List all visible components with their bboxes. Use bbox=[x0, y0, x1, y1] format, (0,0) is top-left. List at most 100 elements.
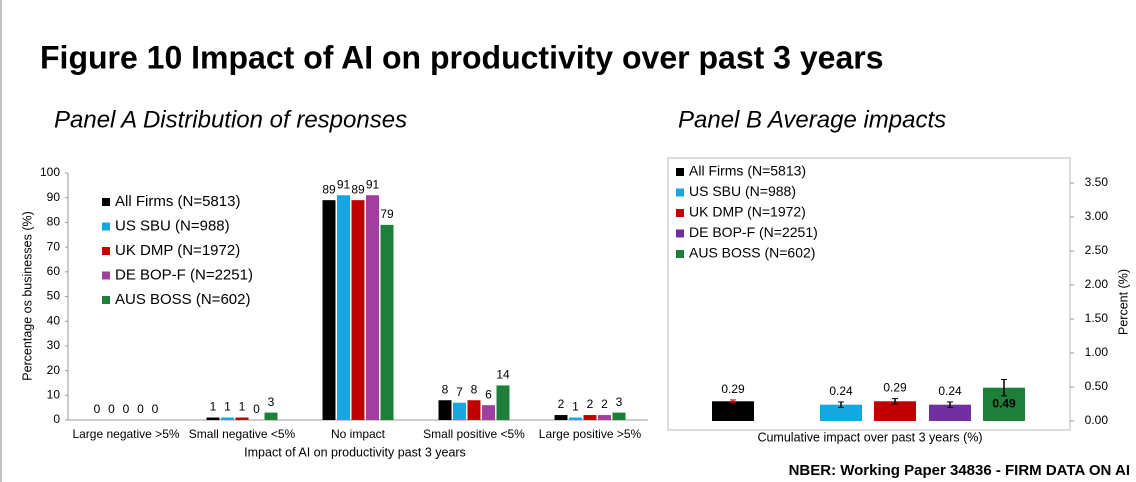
footer: NBER: Working Paper 34836 - FIRM DATA ON… bbox=[789, 462, 1130, 479]
bar bbox=[569, 417, 582, 420]
data-label: 0 bbox=[94, 402, 101, 416]
data-label: 2 bbox=[558, 397, 565, 411]
bar bbox=[351, 200, 365, 420]
legend-swatch bbox=[102, 247, 110, 255]
bar bbox=[583, 415, 597, 420]
bar bbox=[496, 385, 510, 420]
bar bbox=[712, 401, 754, 421]
bar bbox=[874, 401, 916, 421]
data-label: 0 bbox=[253, 402, 260, 416]
bar bbox=[453, 402, 466, 420]
legend-label: DE BOP-F (N=2251) bbox=[689, 224, 818, 240]
y-tick-label: 10 bbox=[47, 387, 61, 401]
bar bbox=[206, 417, 220, 420]
legend-label: DE BOP-F (N=2251) bbox=[115, 266, 253, 283]
y-tick-label: 2.00 bbox=[1085, 277, 1109, 291]
legend-label: AUS BOSS (N=602) bbox=[115, 291, 250, 308]
data-label: 3 bbox=[268, 395, 275, 409]
y-tick-label: 1.00 bbox=[1085, 345, 1109, 359]
data-label: 1 bbox=[224, 400, 231, 414]
bar bbox=[380, 224, 394, 420]
data-label: 0.29 bbox=[721, 382, 745, 396]
legend-swatch bbox=[676, 250, 684, 258]
data-label: 2 bbox=[587, 397, 594, 411]
y-tick-label: 50 bbox=[47, 289, 61, 303]
data-label: 0.49 bbox=[992, 397, 1016, 411]
data-label: 3 bbox=[616, 395, 623, 409]
data-label: 0 bbox=[108, 402, 115, 416]
bar bbox=[438, 400, 452, 420]
x-tick-label: Large positive >5% bbox=[539, 427, 642, 441]
data-label: 2 bbox=[601, 397, 608, 411]
data-label: 6 bbox=[485, 387, 492, 401]
y-tick-label: 2.50 bbox=[1085, 243, 1109, 257]
data-label: 7 bbox=[456, 385, 463, 399]
panel-title: Panel A Distribution of responses bbox=[54, 106, 407, 133]
data-label: 14 bbox=[496, 368, 510, 382]
x-tick-label: Small negative <5% bbox=[189, 427, 296, 441]
bar bbox=[820, 404, 862, 421]
bar bbox=[322, 200, 336, 420]
data-label: 79 bbox=[380, 207, 394, 221]
data-label: 0.24 bbox=[938, 384, 962, 398]
legend-swatch bbox=[676, 188, 684, 197]
bar bbox=[366, 195, 379, 420]
legend-swatch bbox=[102, 222, 110, 231]
legend-swatch bbox=[102, 198, 110, 206]
legend-label: UK DMP (N=1972) bbox=[115, 242, 240, 259]
x-tick-label: Large negative >5% bbox=[72, 427, 179, 441]
legend-label: AUS BOSS (N=602) bbox=[689, 245, 815, 261]
bar bbox=[264, 412, 278, 420]
legend-label: US SBU (N=988) bbox=[689, 183, 796, 199]
x-tick-label: Small positive <5% bbox=[423, 427, 525, 441]
slide-title: Figure 10 Impact of AI on productivity o… bbox=[40, 39, 883, 75]
panel-title: Panel B Average impacts bbox=[678, 106, 946, 133]
y-tick-label: 3.50 bbox=[1085, 175, 1109, 189]
legend-swatch bbox=[676, 229, 684, 238]
plot-frame bbox=[667, 157, 1071, 431]
legend-swatch bbox=[102, 296, 110, 304]
y-tick-label: 20 bbox=[47, 363, 61, 377]
data-label: 91 bbox=[366, 177, 380, 191]
legend-label: UK DMP (N=1972) bbox=[689, 204, 806, 220]
bar bbox=[221, 417, 234, 420]
legend-swatch bbox=[676, 168, 684, 176]
data-label: 89 bbox=[351, 182, 365, 196]
y-tick-label: 80 bbox=[47, 215, 61, 229]
x-axis-label: Impact of AI on productivity past 3 year… bbox=[244, 445, 466, 459]
y-tick-label: 100 bbox=[40, 165, 60, 179]
data-label: 0.24 bbox=[829, 384, 853, 398]
y-tick-label: 0.50 bbox=[1085, 379, 1109, 393]
y-tick-label: 40 bbox=[47, 313, 61, 327]
x-axis-label: Cumulative impact over past 3 years (%) bbox=[757, 430, 982, 444]
bar bbox=[235, 417, 249, 420]
y-tick-label: 0 bbox=[53, 412, 60, 426]
bar bbox=[598, 415, 611, 420]
data-label: 1 bbox=[210, 400, 217, 414]
bar bbox=[554, 415, 568, 420]
bar bbox=[337, 195, 350, 420]
y-axis-label: Percentage os businesses (%) bbox=[20, 211, 34, 381]
bar bbox=[929, 404, 971, 421]
data-label: 89 bbox=[322, 182, 336, 196]
data-label: 1 bbox=[572, 400, 579, 414]
legend-label: All Firms (N=5813) bbox=[115, 193, 240, 210]
y-axis-label: Percent (%) bbox=[1116, 269, 1130, 335]
data-label: 8 bbox=[442, 382, 449, 396]
bar bbox=[612, 412, 626, 420]
y-tick-label: 1.50 bbox=[1085, 311, 1109, 325]
legend-label: US SBU (N=988) bbox=[115, 217, 230, 234]
legend-swatch bbox=[676, 209, 684, 217]
data-label: 8 bbox=[471, 382, 478, 396]
data-label: 0 bbox=[123, 402, 130, 416]
bar bbox=[482, 405, 495, 420]
data-label: 1 bbox=[239, 400, 246, 414]
data-label: 0 bbox=[137, 402, 144, 416]
data-label: 0.29 bbox=[883, 381, 907, 395]
data-label: 0 bbox=[152, 402, 159, 416]
y-tick-label: 60 bbox=[47, 264, 61, 278]
x-tick-label: No impact bbox=[331, 427, 386, 441]
y-tick-label: 90 bbox=[47, 190, 61, 204]
